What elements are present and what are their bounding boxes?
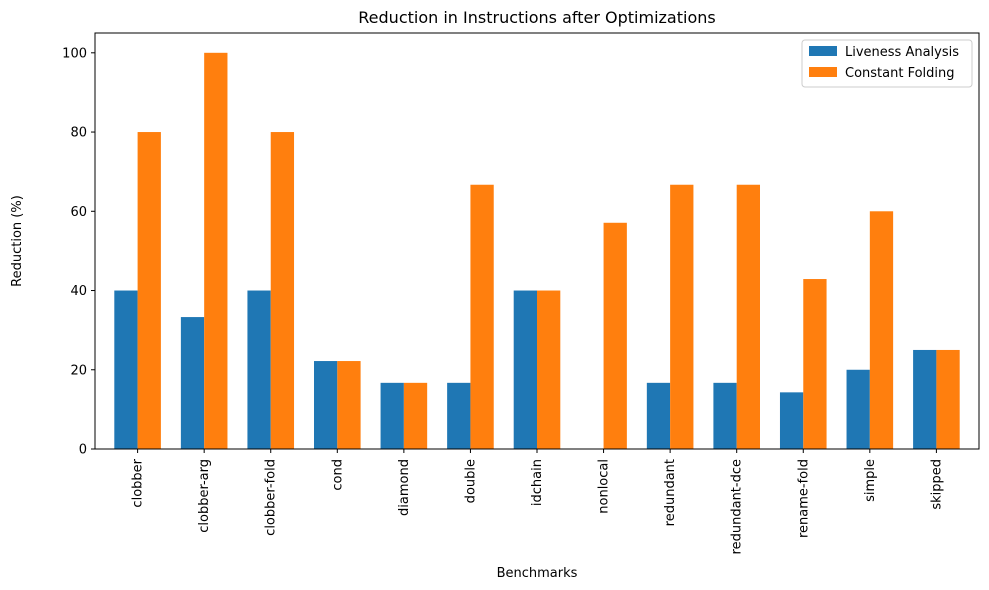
x-axis: clobber clobber-arg clobber-fold cond diamon… xyxy=(131,449,944,554)
x-tick-label: simple xyxy=(863,459,878,502)
y-tick-label: 40 xyxy=(70,284,87,299)
chart-title: Reduction in Instructions after Optimiza… xyxy=(358,8,715,27)
bar-liveness-skipped xyxy=(913,349,937,449)
bar-liveness-redundant-dce xyxy=(713,382,737,449)
bars-group xyxy=(114,52,960,450)
bar-constant-folding-diamond xyxy=(403,382,428,449)
bar-constant-folding-skipped xyxy=(936,349,960,449)
bar-constant-folding-redundant-dce xyxy=(736,184,760,449)
bar-liveness-clobber-fold xyxy=(247,290,271,449)
x-tick-label: diamond xyxy=(397,459,412,516)
bar-liveness-diamond xyxy=(380,382,404,449)
y-tick-label: 100 xyxy=(62,46,87,61)
bar-liveness-cond xyxy=(314,361,338,449)
bar-constant-folding-rename-fold xyxy=(803,279,827,449)
x-tick-label: skipped xyxy=(929,459,944,510)
bar-constant-folding-clobber xyxy=(137,132,161,450)
bar-constant-folding-cond xyxy=(337,361,361,449)
y-tick-label: 60 xyxy=(70,205,87,220)
x-tick-label: redundant xyxy=(663,459,678,526)
y-tick-label: 0 xyxy=(79,443,87,458)
bar-liveness-clobber xyxy=(114,290,138,449)
bar-liveness-idchain xyxy=(513,290,537,449)
bar-constant-folding-double xyxy=(470,184,494,449)
bar-liveness-redundant xyxy=(646,382,671,449)
legend-box xyxy=(801,39,973,88)
bar-constant-folding-clobber-fold xyxy=(270,132,295,450)
bar-liveness-double xyxy=(447,382,471,449)
x-tick-label: clobber xyxy=(131,458,146,507)
bar-constant-folding-nonlocal xyxy=(603,222,627,449)
x-tick-label: rename-fold xyxy=(796,459,811,538)
y-tick-label: 80 xyxy=(70,126,87,141)
plot-frame xyxy=(94,32,980,450)
bar-constant-folding-idchain xyxy=(537,290,561,449)
bar-constant-folding-simple xyxy=(869,211,894,449)
y-axis: 0 20 40 60 80 100 xyxy=(62,46,95,458)
legend: Liveness Analysis Constant Folding xyxy=(801,39,973,88)
y-axis-label: Reduction (%) xyxy=(10,195,25,287)
x-tick-label: cond xyxy=(330,459,345,491)
legend-swatch-constant-folding xyxy=(809,67,837,77)
x-tick-label: idchain xyxy=(530,459,545,506)
x-tick-label: double xyxy=(463,459,478,503)
legend-label-liveness: Liveness Analysis xyxy=(845,45,959,60)
x-tick-label: clobber-fold xyxy=(264,459,279,536)
legend-swatch-liveness xyxy=(809,46,837,56)
x-tick-label: redundant-dce xyxy=(730,459,745,554)
bar-constant-folding-redundant xyxy=(670,184,694,449)
x-tick-label: clobber-arg xyxy=(197,459,212,533)
legend-label-constant-folding: Constant Folding xyxy=(845,66,955,81)
x-tick-label: nonlocal xyxy=(597,459,612,514)
x-axis-label: Benchmarks xyxy=(497,566,578,581)
bar-liveness-rename-fold xyxy=(779,392,804,449)
bar-constant-folding-clobber-arg xyxy=(204,52,228,450)
y-tick-label: 20 xyxy=(70,363,87,378)
bar-liveness-simple xyxy=(846,369,870,449)
bar-liveness-clobber-arg xyxy=(180,317,205,449)
